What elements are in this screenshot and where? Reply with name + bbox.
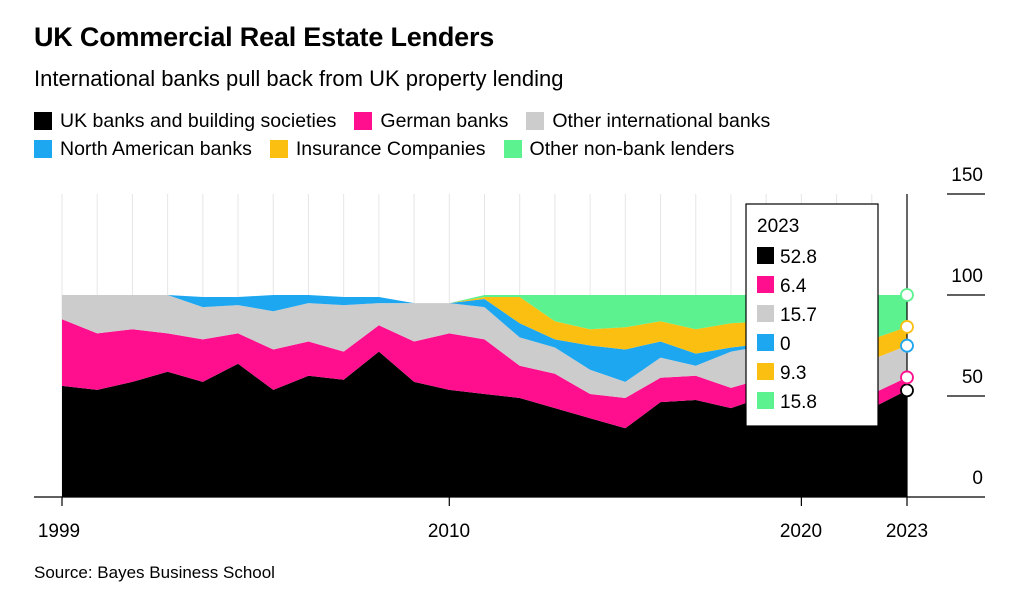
tooltip-swatch: [757, 247, 774, 264]
legend-label: German banks: [380, 109, 509, 132]
legend-item-uk-banks: UK banks and building societies: [34, 110, 336, 133]
legend-item-north-american: North American banks: [34, 138, 252, 161]
area-series-1: [62, 319, 907, 429]
tooltip-value: 6.4: [780, 276, 807, 297]
tooltip-value: 52.8: [780, 247, 817, 268]
legend-swatch: [269, 140, 288, 158]
legend-label: Other non-bank lenders: [529, 137, 735, 160]
legend-row: North American banks Insurance Companies…: [34, 135, 934, 163]
area-series-4: [62, 295, 907, 360]
hover-point: [900, 370, 914, 385]
hover-point: [900, 288, 914, 302]
tooltip-value: 15.7: [780, 305, 817, 326]
y-tick-label: 150: [951, 165, 983, 186]
chart-title: UK Commercial Real Estate Lenders: [34, 22, 495, 52]
area-series-0: [62, 351, 907, 497]
area-series-2: [62, 295, 907, 398]
x-tick-label: 2023: [886, 521, 928, 542]
tooltip-value: 9.3: [780, 363, 806, 384]
chart-subtitle: International banks pull back from UK pr…: [34, 66, 564, 91]
legend-label: Insurance Companies: [295, 137, 486, 160]
area-series-3: [62, 295, 907, 382]
tooltip-swatch: [757, 392, 774, 409]
legend-swatch: [34, 140, 52, 158]
hover-point: [900, 320, 914, 334]
legend-item-insurance: Insurance Companies: [269, 137, 486, 161]
x-tick-label: 2010: [428, 521, 470, 542]
area-series-5: [62, 295, 907, 340]
tooltip-swatch: [757, 334, 774, 351]
legend-swatch: [526, 112, 545, 130]
legend-label: Other international banks: [552, 109, 771, 132]
legend-row: UK banks and building societies German b…: [34, 107, 934, 135]
legend-label: North American banks: [60, 137, 252, 160]
tooltip-value: 0: [780, 334, 791, 355]
x-tick-label: 2020: [780, 521, 822, 542]
tooltip-swatch: [757, 363, 774, 380]
source-note: Source: Bayes Business School: [34, 563, 275, 582]
legend: UK banks and building societies German b…: [34, 107, 934, 163]
legend-swatch: [503, 140, 522, 158]
y-tick-label: 100: [951, 266, 983, 287]
legend-item-other-non-bank: Other non-bank lenders: [503, 137, 735, 161]
legend-swatch: [354, 112, 373, 130]
legend-item-other-international: Other international banks: [526, 110, 770, 133]
x-tick-label: 1999: [38, 521, 80, 542]
hover-point: [900, 383, 914, 398]
hover-point: [900, 338, 914, 353]
tooltip-swatch: [757, 276, 774, 293]
tooltip-year: 2023: [757, 216, 799, 237]
legend-label: UK banks and building societies: [60, 109, 337, 132]
tooltip-swatch: [757, 305, 774, 322]
y-tick-label: 50: [962, 367, 983, 388]
y-tick-label: 0: [972, 468, 983, 489]
legend-item-german-banks: German banks: [354, 110, 508, 133]
tooltip-value: 15.8: [780, 392, 817, 413]
legend-swatch: [34, 112, 52, 130]
